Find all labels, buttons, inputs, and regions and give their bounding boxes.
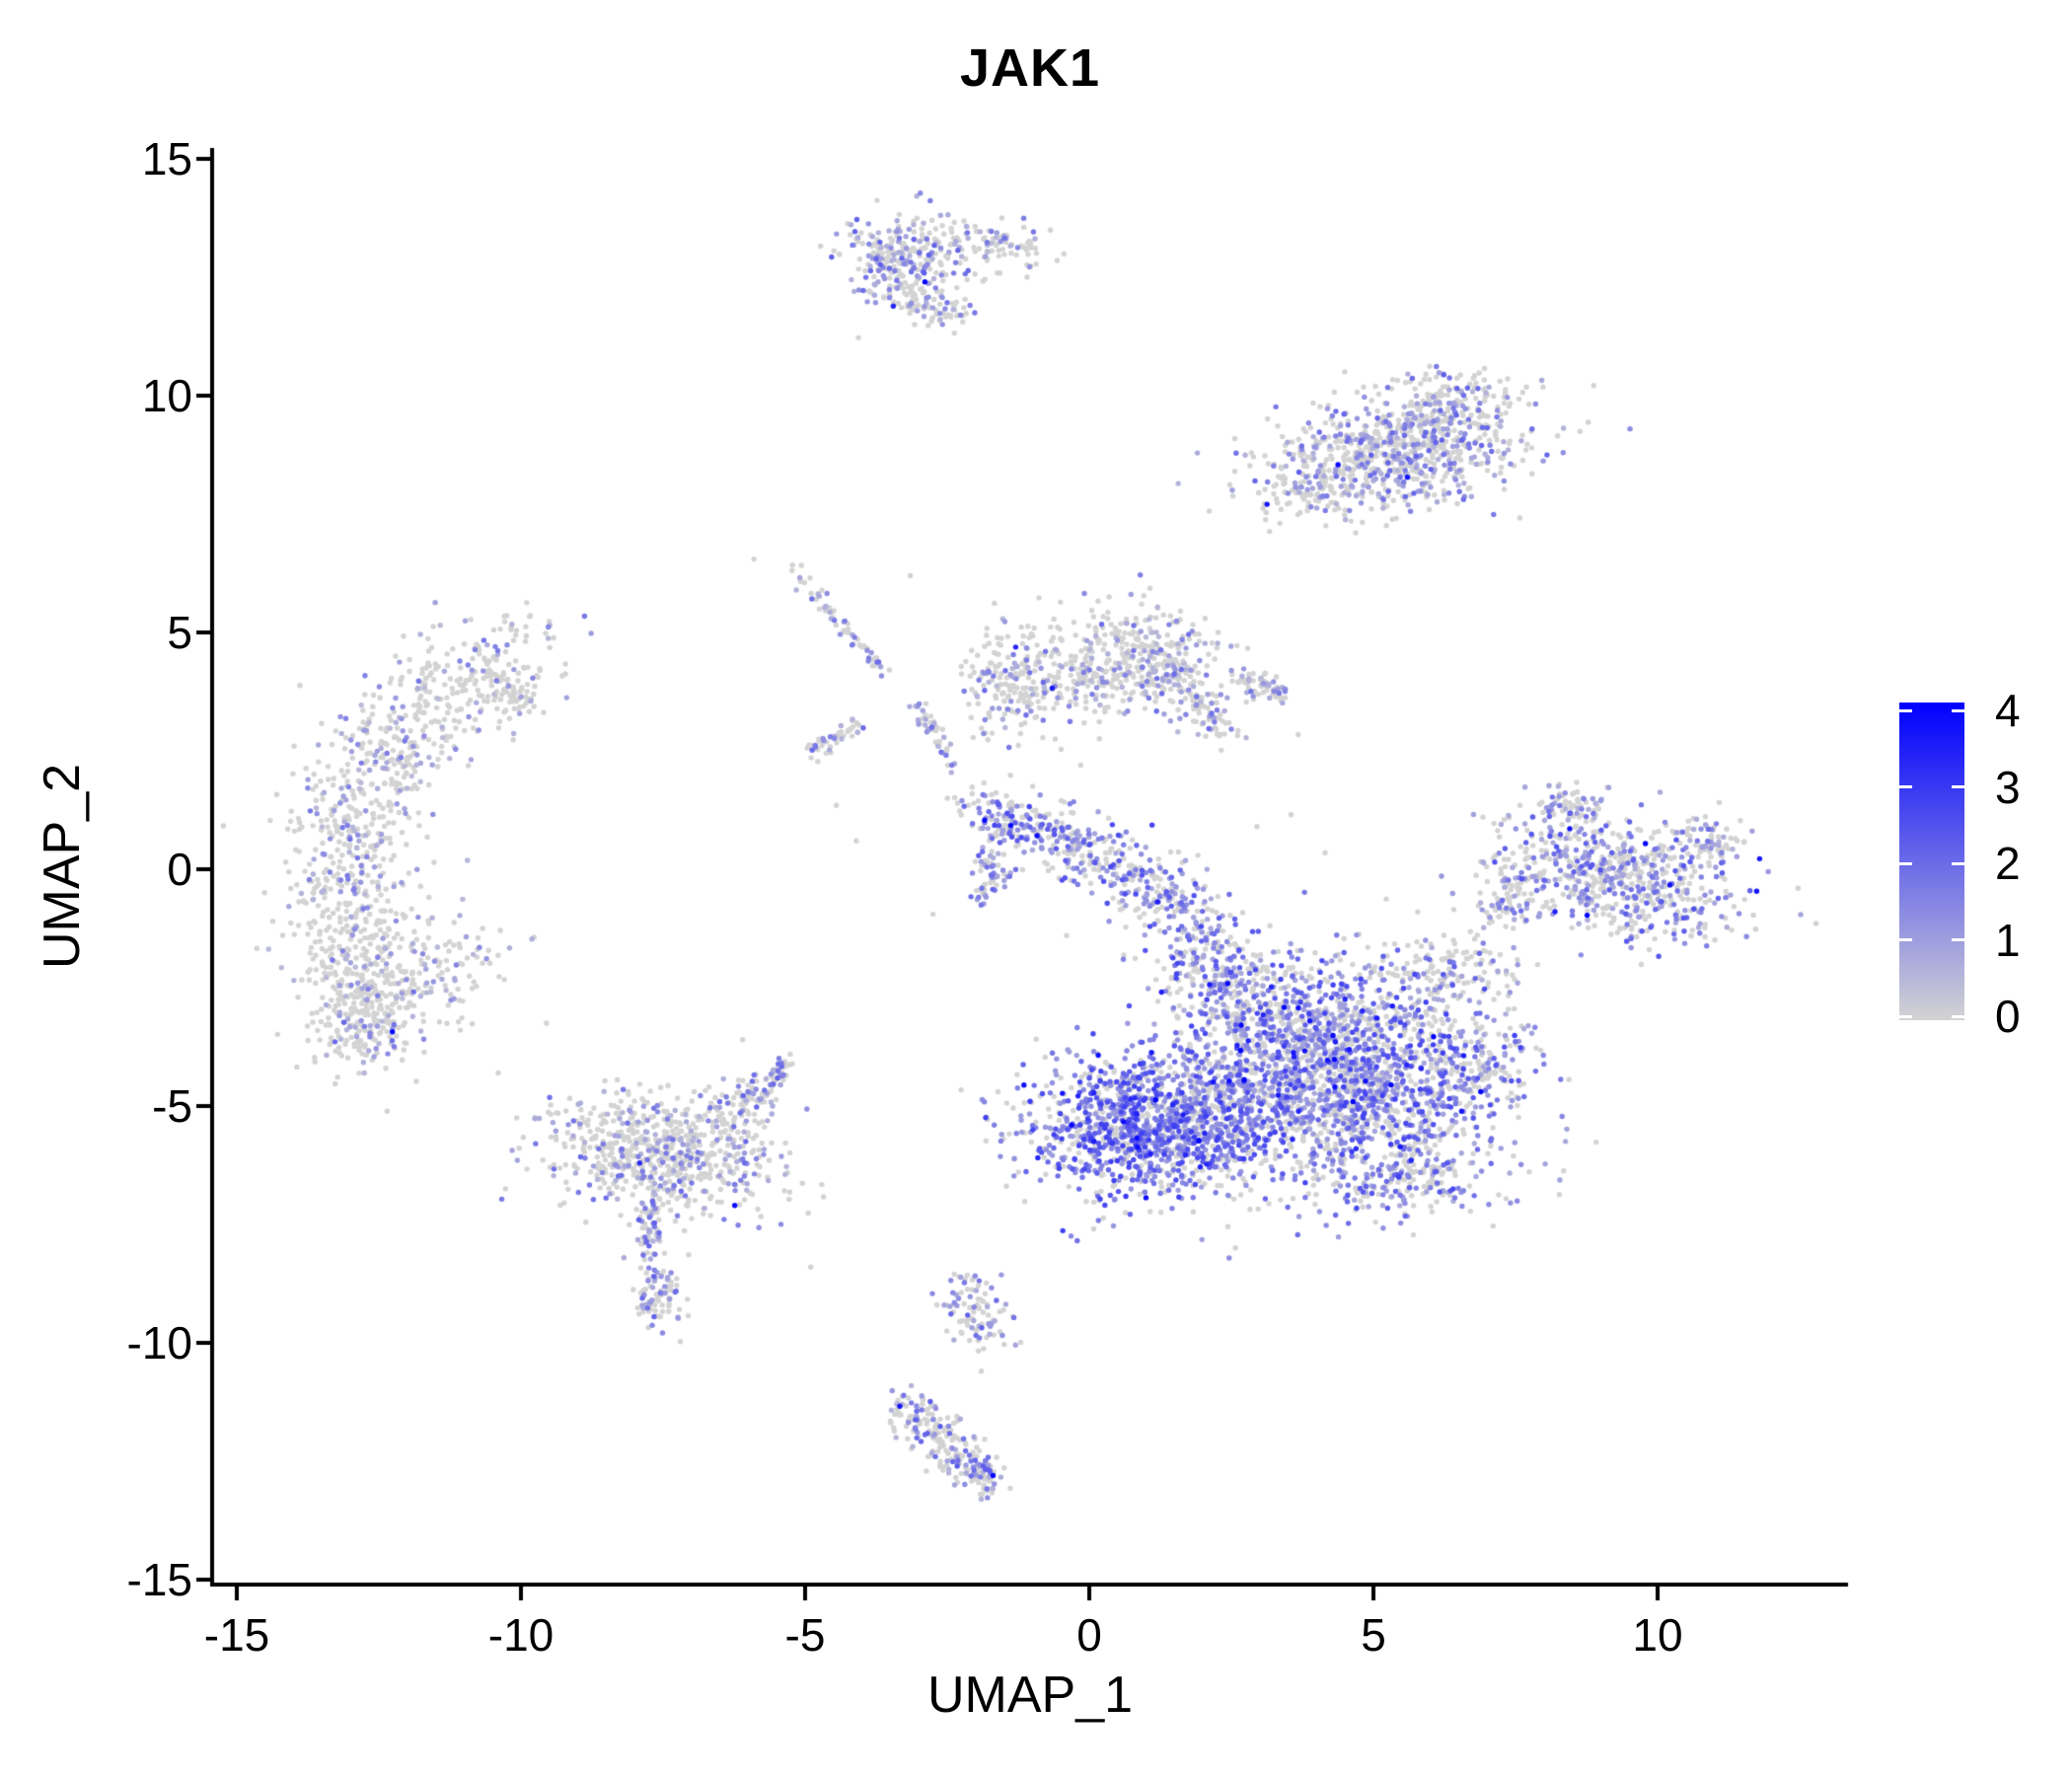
colorbar-notch xyxy=(1899,1014,1912,1018)
colorbar-tick-label: 0 xyxy=(1995,991,2021,1042)
y-tick-label: 15 xyxy=(141,133,192,185)
colorbar-tick-label: 3 xyxy=(1995,761,2021,813)
x-tick-label: 5 xyxy=(1361,1609,1386,1661)
colorbar-notch xyxy=(1899,938,1912,941)
colorbar-notch xyxy=(1952,1014,1964,1018)
colorbar-notch xyxy=(1899,785,1912,788)
colorbar-tick-label: 2 xyxy=(1995,838,2021,889)
colorbar-tick-label: 1 xyxy=(1995,914,2021,966)
x-axis-label: UMAP_1 xyxy=(926,1666,1134,1724)
colorbar-notch xyxy=(1899,861,1912,865)
x-tick-label: 0 xyxy=(1076,1609,1102,1661)
colorbar-notch xyxy=(1952,708,1964,712)
y-tick-label: -10 xyxy=(126,1317,192,1369)
x-tick-label: -10 xyxy=(487,1609,555,1661)
plot-title: JAK1 xyxy=(959,38,1101,98)
colorbar-notch xyxy=(1952,785,1964,788)
y-tick-label: 5 xyxy=(167,607,192,658)
x-tick-label: 10 xyxy=(1632,1609,1683,1661)
x-tick-label: -5 xyxy=(784,1609,826,1661)
colorbar-notch xyxy=(1952,861,1964,865)
colorbar-notch xyxy=(1952,938,1964,941)
colorbar-tick-label: 4 xyxy=(1995,685,2021,736)
y-tick-label: -5 xyxy=(152,1080,192,1132)
y-tick-label: -15 xyxy=(126,1554,192,1605)
y-tick-label: 10 xyxy=(141,370,192,421)
x-tick-label: -15 xyxy=(203,1609,270,1661)
y-tick-label: 0 xyxy=(167,844,192,895)
colorbar-gradient xyxy=(1899,703,1964,1020)
colorbar-notch xyxy=(1899,708,1912,712)
